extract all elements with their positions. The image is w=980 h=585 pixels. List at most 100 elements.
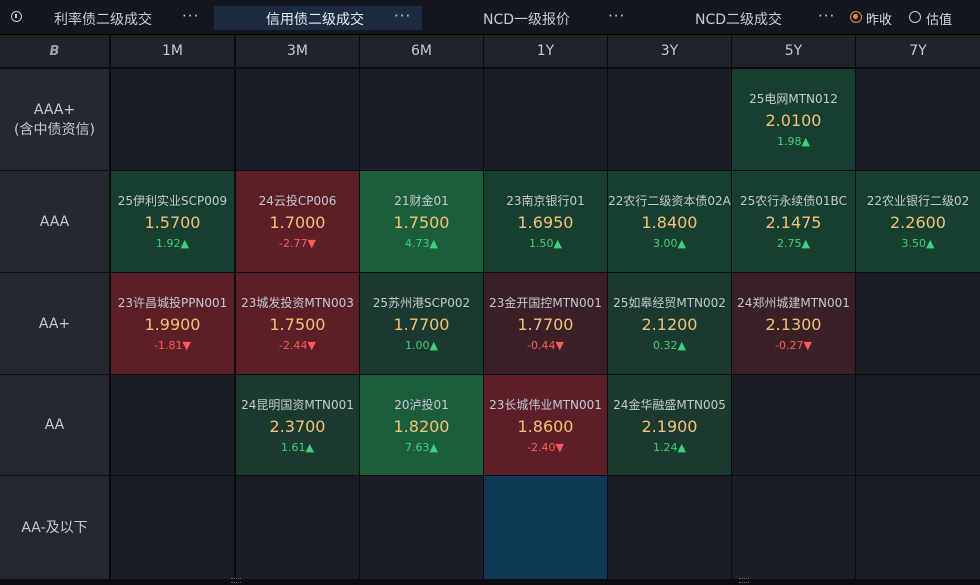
bond-change: -2.40▼ [527,441,564,454]
bond-yield: 2.3700 [269,417,326,436]
bond-cell[interactable]: 23南京银行01 1.6950 1.50▲ [484,171,607,272]
bond-yield: 2.1300 [765,315,822,334]
tab-label: NCD一级报价 [483,12,571,28]
empty-cell[interactable] [236,69,359,170]
column-header[interactable]: 3Y [608,35,731,67]
bond-yield: 1.7500 [269,315,326,334]
bond-cell[interactable]: 23城发投资MTN003 1.7500 -2.44▼ [236,273,359,374]
radio-prev-close[interactable] [850,11,862,23]
bond-change: 7.63▲ [405,441,438,454]
bond-cell[interactable]: 24郑州城建MTN001 2.1300 -0.27▼ [732,273,855,374]
bond-change: -2.77▼ [279,237,316,250]
bond-cell[interactable]: 23金开国控MTN001 1.7700 -0.44▼ [484,273,607,374]
column-header[interactable]: 7Y [856,35,980,67]
bond-cell[interactable]: 25伊利实业SCP009 1.5700 1.92▲ [111,171,234,272]
column-header[interactable]: 1Y [484,35,607,67]
row-header: AAA+ (含中债资信) [0,69,109,170]
empty-cell[interactable] [111,375,234,475]
info-icon[interactable] [11,11,22,22]
tab-rate-bond-secondary[interactable]: 利率债二级成交 ··· [30,6,210,30]
tab-ncd-secondary[interactable]: NCD二级成交 ··· [640,6,840,30]
brand-logo-icon: B [49,43,60,59]
bond-name: 20泸投01 [394,398,449,412]
bond-yield: 1.7000 [269,213,326,232]
bond-change: -0.44▼ [527,339,564,352]
column-header[interactable]: 5Y [732,35,855,67]
more-icon[interactable]: ··· [394,7,412,25]
bond-yield: 1.7500 [393,213,450,232]
row-header: AA+ [0,273,109,374]
empty-cell[interactable] [732,476,855,579]
empty-cell[interactable] [484,69,607,170]
bond-cell[interactable]: 24昆明国资MTN001 2.3700 1.61▲ [236,375,359,475]
column-header[interactable]: 3M [236,35,359,67]
bond-name: 23长城伟业MTN001 [489,398,602,412]
bond-name: 25苏州港SCP002 [372,296,471,310]
empty-cell[interactable] [608,476,731,579]
empty-cell[interactable] [608,69,731,170]
empty-cell[interactable] [360,476,483,579]
bond-change: 1.61▲ [281,441,314,454]
bond-yield: 1.7700 [393,315,450,334]
empty-cell[interactable] [856,273,980,374]
bond-name: 24郑州城建MTN001 [737,296,850,310]
bond-cell[interactable]: 25电网MTN012 2.0100 1.98▲ [732,69,855,170]
bond-yield: 1.8600 [517,417,574,436]
bond-yield: 1.5700 [144,213,201,232]
empty-cell[interactable] [856,69,980,170]
bond-cell[interactable]: 21财金01 1.7500 4.73▲ [360,171,483,272]
row-header: AA-及以下 [0,476,109,579]
bond-cell[interactable]: 20泸投01 1.8200 7.63▲ [360,375,483,475]
tab-ncd-primary-quote[interactable]: NCD一级报价 ··· [430,6,630,30]
empty-cell[interactable] [856,375,980,475]
empty-cell[interactable] [111,476,234,579]
column-header-label: 5Y [784,43,803,59]
column-header[interactable]: 1M [111,35,234,67]
bond-name: 25农行永续债01BC [740,194,847,208]
column-header-label: 3Y [660,43,679,59]
radio-valuation[interactable] [909,11,921,23]
radio-valuation-label[interactable]: 估值 [926,13,953,28]
bond-change: 1.50▲ [529,237,562,250]
tab-label: NCD二级成交 [695,12,783,28]
column-header-label: 7Y [909,43,927,59]
bond-yield: 2.2600 [890,213,946,232]
bond-cell[interactable]: 22农业银行二级02 2.2600 3.50▲ [856,171,980,272]
bond-name: 23许昌城投PPN001 [117,296,228,310]
bond-cell[interactable]: 23许昌城投PPN001 1.9900 -1.81▼ [111,273,234,374]
bond-cell[interactable]: 25农行永续债01BC 2.1475 2.75▲ [732,171,855,272]
column-header-label: 1M [162,43,183,59]
bond-yield: 1.9900 [144,315,201,334]
empty-cell[interactable] [484,476,607,579]
bond-cell[interactable]: 23长城伟业MTN001 1.8600 -2.40▼ [484,375,607,475]
bond-change: 1.00▲ [405,339,438,352]
bond-cell[interactable]: 25如皋经贸MTN002 2.1200 0.32▲ [608,273,731,374]
bond-change: 3.00▲ [653,237,686,250]
bond-change: -1.81▼ [154,339,191,352]
bond-cell[interactable]: 22农行二级资本债02A 1.8400 3.00▲ [608,171,731,272]
bond-cell[interactable]: 24云投CP006 1.7000 -2.77▼ [236,171,359,272]
empty-cell[interactable] [360,69,483,170]
bond-cell[interactable]: 24金华融盛MTN005 2.1900 1.24▲ [608,375,731,475]
empty-cell[interactable] [236,476,359,579]
resize-handle[interactable] [231,578,241,583]
bond-name: 23城发投资MTN003 [241,296,354,310]
resize-handle[interactable] [739,578,749,583]
bond-yield: 1.6950 [517,213,574,232]
empty-cell[interactable] [732,375,855,475]
column-header[interactable]: 6M [360,35,483,67]
row-header-label: AAA+ [33,101,76,118]
bond-name: 24云投CP006 [258,194,337,208]
empty-cell[interactable] [111,69,234,170]
bond-yield: 1.7700 [517,315,574,334]
radio-prev-close-label[interactable]: 昨收 [866,13,893,28]
bond-change: -0.27▼ [775,339,812,352]
bond-name: 25电网MTN012 [749,92,838,106]
more-icon[interactable]: ··· [818,7,836,25]
bond-cell[interactable]: 25苏州港SCP002 1.7700 1.00▲ [360,273,483,374]
tab-credit-bond-secondary[interactable]: 信用债二级成交 ··· [214,6,422,30]
empty-cell[interactable] [856,476,980,579]
row-header-label: AA-及以下 [21,519,88,536]
more-icon[interactable]: ··· [182,7,200,25]
more-icon[interactable]: ··· [608,7,626,25]
